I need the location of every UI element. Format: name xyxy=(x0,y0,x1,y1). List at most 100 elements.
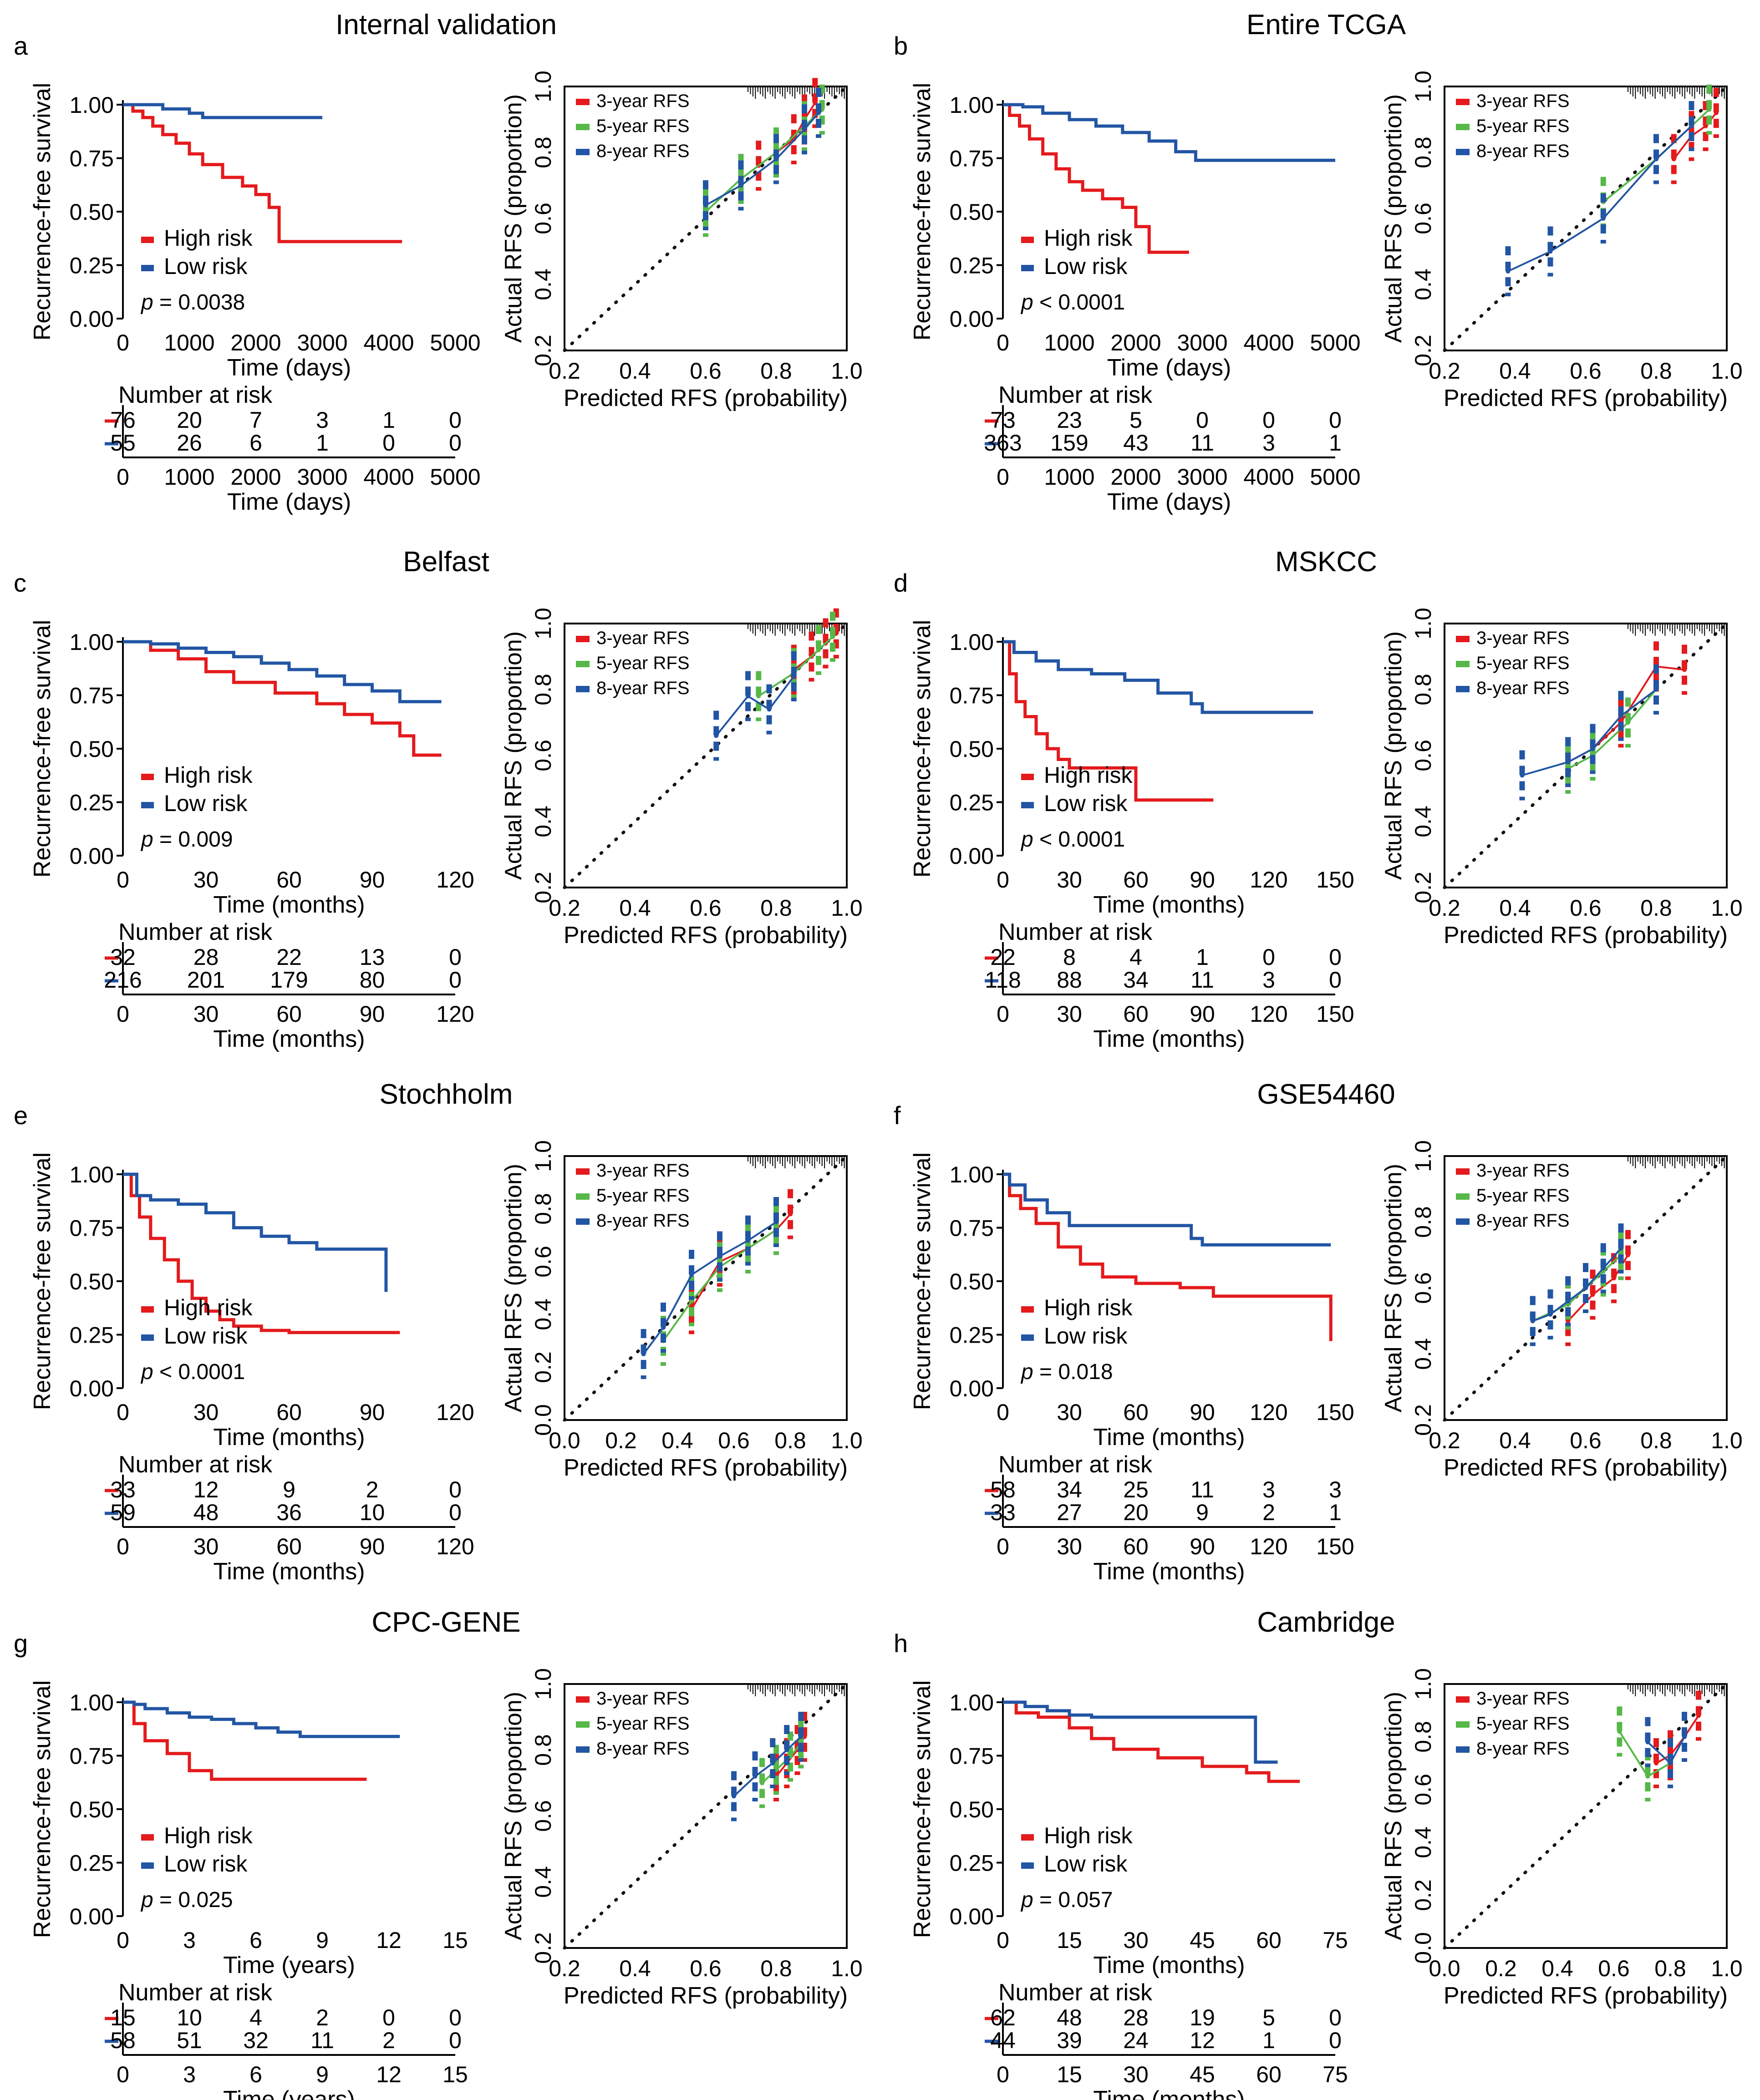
km-y-tick-label: 0.00 xyxy=(950,843,994,869)
risk-x-tick-label: 4000 xyxy=(363,464,414,490)
cal-y-tick-label: 0.6 xyxy=(1410,1272,1436,1304)
km-x-axis-label: Time (months) xyxy=(1093,1952,1245,1978)
cal-x-tick-label: 1.0 xyxy=(1711,895,1743,921)
risk-x-tick-label: 120 xyxy=(436,1534,474,1559)
p-value: p = 0.057 xyxy=(1020,1888,1113,1912)
cal-legend-swatch xyxy=(576,1696,590,1703)
panel-letter: g xyxy=(14,1629,28,1658)
km-y-tick-label: 1.00 xyxy=(70,1162,114,1187)
km-x-tick-label: 1000 xyxy=(164,330,214,355)
legend-low-risk-swatch xyxy=(1021,1862,1034,1869)
cal-y-tick-label: 0.2 xyxy=(1410,1404,1436,1436)
legend-low-risk-swatch xyxy=(141,802,154,808)
risk-high-count: 0 xyxy=(1329,407,1342,433)
risk-low-count: 58 xyxy=(110,2028,136,2053)
cal-legend-item: 5-year RFS xyxy=(1476,1186,1570,1206)
risk-high-count: 5 xyxy=(1262,2005,1275,2030)
risk-high-count: 3 xyxy=(316,407,329,433)
p-value-text: < 0.0001 xyxy=(1033,290,1125,314)
panel-title: MSKCC xyxy=(1275,546,1377,578)
p-value-text: = 0.018 xyxy=(1033,1360,1113,1384)
p-value-text: = 0.0038 xyxy=(153,290,245,314)
cal-x-tick-label: 0.2 xyxy=(605,1428,637,1453)
cal-x-tick-label: 0.8 xyxy=(1640,1428,1672,1453)
km-x-tick-label: 120 xyxy=(436,1400,474,1425)
cal-legend-swatch xyxy=(1456,686,1470,692)
cal-y-axis-label: Actual RFS (proportion) xyxy=(500,631,527,880)
km-x-tick-label: 3 xyxy=(183,1928,196,1953)
legend-high-risk: High risk xyxy=(1044,1823,1133,1848)
cal-x-tick-label: 0.8 xyxy=(760,895,792,921)
risk-low-count: 201 xyxy=(187,967,225,993)
cal-y-tick-label: 0.8 xyxy=(530,1193,556,1225)
risk-high-count: 32 xyxy=(110,944,136,970)
risk-x-tick-label: 1000 xyxy=(164,464,214,490)
cal-legend-item: 8-year RFS xyxy=(596,1739,690,1759)
risk-high-count: 62 xyxy=(990,2005,1016,2030)
cal-y-tick-label: 0.4 xyxy=(1410,1826,1436,1858)
cal-legend-swatch xyxy=(1456,99,1470,105)
risk-high-count: 0 xyxy=(1329,944,1342,970)
km-y-tick-label: 0.75 xyxy=(70,146,114,172)
risk-high-count: 12 xyxy=(193,1477,219,1502)
risk-x-tick-label: 0 xyxy=(997,1534,1009,1559)
cal-legend-item: 5-year RFS xyxy=(596,116,690,136)
risk-low-count: 11 xyxy=(1190,967,1214,993)
calibration-line xyxy=(1521,689,1657,776)
km-y-axis-label: Recurrence-free survival xyxy=(29,83,56,340)
cal-x-axis-label: Predicted RFS (probability) xyxy=(1444,1983,1728,2009)
cal-y-tick-label: 0.2 xyxy=(1410,335,1436,366)
legend-low-risk-swatch xyxy=(141,265,154,271)
reference-diagonal xyxy=(1443,1154,1729,1422)
cal-legend-swatch xyxy=(576,661,590,667)
km-curve-high-risk xyxy=(123,1172,400,1334)
risk-low-count: 1 xyxy=(1329,1500,1342,1525)
km-y-tick-label: 0.00 xyxy=(950,1376,994,1401)
km-x-tick-label: 45 xyxy=(1190,1928,1215,1953)
risk-x-tick-label: 45 xyxy=(1190,2062,1215,2087)
km-y-axis-label: Recurrence-free survival xyxy=(909,620,936,878)
km-y-tick-label: 0.00 xyxy=(70,1376,114,1401)
cal-x-tick-label: 0.8 xyxy=(1640,358,1672,384)
cal-y-axis-label: Actual RFS (proportion) xyxy=(500,1692,527,1940)
calibration-line xyxy=(642,1221,777,1355)
cal-legend-item: 8-year RFS xyxy=(1476,1211,1570,1231)
legend-high-risk-swatch xyxy=(141,774,154,780)
cal-legend-swatch xyxy=(576,99,590,105)
cal-x-tick-label: 0.4 xyxy=(1499,358,1531,384)
cal-x-tick-label: 0.4 xyxy=(1541,1956,1573,1981)
panel-letter: b xyxy=(894,31,908,60)
legend-low-risk: Low risk xyxy=(1044,1851,1128,1877)
p-value: p = 0.025 xyxy=(140,1888,233,1912)
cal-x-axis-label: Predicted RFS (probability) xyxy=(564,1455,848,1481)
cal-legend-swatch xyxy=(1456,124,1470,130)
risk-x-axis-label: Time (days) xyxy=(1107,489,1231,515)
cal-y-tick-label: 0.6 xyxy=(1410,203,1436,234)
risk-high-count: 33 xyxy=(110,1477,136,1502)
km-curve-high-risk xyxy=(123,103,402,243)
km-x-axis-label: Time (months) xyxy=(1093,892,1245,918)
risk-low-count: 3 xyxy=(1262,430,1275,456)
cal-legend-item: 3-year RFS xyxy=(1476,91,1570,111)
km-x-axis-label: Time (months) xyxy=(213,892,365,918)
p-label: p xyxy=(1020,290,1033,314)
cal-y-tick-label: 0.4 xyxy=(530,1866,556,1898)
cal-y-axis-label: Actual RFS (proportion) xyxy=(1380,1164,1407,1412)
risk-x-axis-label: Time (days) xyxy=(227,489,351,515)
reference-diagonal xyxy=(1443,85,1729,352)
cal-y-axis-label: Actual RFS (proportion) xyxy=(1380,631,1407,880)
km-x-tick-label: 120 xyxy=(1250,867,1287,893)
risk-low-count: 33 xyxy=(990,1500,1016,1525)
km-y-tick-label: 0.50 xyxy=(950,1269,994,1294)
km-x-tick-label: 90 xyxy=(1190,1400,1215,1425)
risk-table-title: Number at risk xyxy=(118,1979,273,2006)
risk-x-tick-label: 0 xyxy=(117,1534,129,1559)
risk-high-count: 5 xyxy=(1129,407,1142,433)
risk-high-count: 0 xyxy=(449,407,462,433)
km-x-axis-label: Time (days) xyxy=(227,355,351,381)
km-x-tick-label: 120 xyxy=(436,867,474,893)
cal-legend-item: 3-year RFS xyxy=(596,91,690,111)
cal-legend-item: 8-year RFS xyxy=(1476,1739,1570,1759)
km-curve-low-risk xyxy=(123,640,442,704)
